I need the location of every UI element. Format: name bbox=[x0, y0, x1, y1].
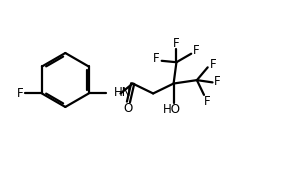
Text: F: F bbox=[214, 75, 221, 88]
Text: F: F bbox=[210, 58, 216, 71]
Text: F: F bbox=[173, 37, 180, 50]
Text: O: O bbox=[124, 102, 133, 115]
Text: F: F bbox=[193, 44, 200, 57]
Text: F: F bbox=[16, 87, 23, 100]
Text: HN: HN bbox=[113, 86, 131, 99]
Text: F: F bbox=[153, 52, 160, 65]
Text: HO: HO bbox=[163, 103, 181, 116]
Text: F: F bbox=[204, 95, 210, 108]
